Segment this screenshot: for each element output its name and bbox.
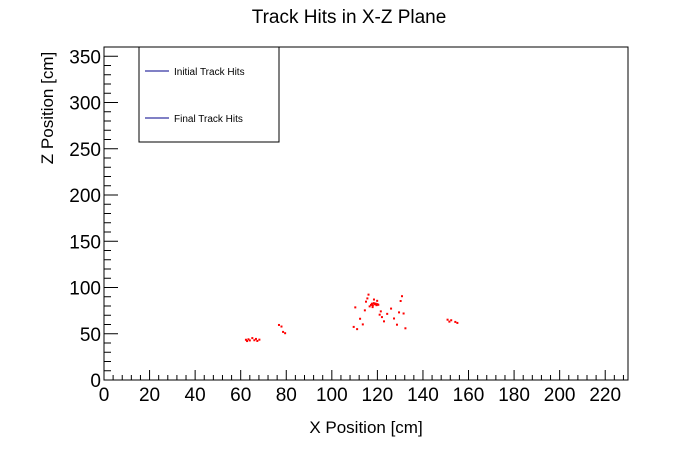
track-hit-point [382,320,385,323]
track-hit-point [446,318,449,321]
track-hit-point [352,325,355,328]
track-hit-point [371,304,374,307]
x-tick-label: 60 [230,385,251,406]
y-tick-label: 350 [69,47,101,68]
track-hit-point [448,320,451,323]
track-hit-point [361,323,364,326]
y-tick-label: 300 [69,94,101,115]
data-points [244,293,459,343]
axis-ticks [103,55,624,381]
x-tick-label: 120 [362,385,394,406]
track-hit-point [454,320,457,323]
track-hit-point [368,305,371,308]
x-axis-title: X Position [cm] [309,418,422,437]
track-hit-point [247,338,250,341]
track-hit-point [282,330,285,333]
track-hit-point [398,311,401,314]
track-hit-point [354,306,357,309]
track-hit-point [280,325,283,328]
track-hit-point [400,295,403,298]
track-hit-point [399,300,402,303]
track-hit-point [379,310,382,313]
track-hit-point [256,339,259,342]
x-tick-labels: 0 20 40 60 80 100 120 140 160 180 200 220 [99,385,621,406]
track-hit-point [404,327,407,330]
track-hit-point [246,340,249,343]
track-hit-point [356,328,359,331]
y-axis-title: Z Position [cm] [38,52,57,164]
legend-box [138,46,280,143]
track-hit-point [284,332,287,335]
track-hit-point [377,303,380,306]
track-hit-point [376,299,379,302]
track-hit-point [372,298,375,301]
y-tick-labels: 0 50 100 150 200 250 300 350 [69,47,101,392]
legend-label-final: Final Track Hits [174,114,243,125]
legend-label-initial: Initial Track Hits [174,67,245,78]
x-tick-label: 220 [589,385,621,406]
track-hit-point [378,313,381,316]
track-hit-point [244,338,247,341]
y-tick-label: 250 [69,140,101,161]
y-tick-label: 0 [90,371,101,392]
legend: Initial Track Hits Final Track Hits [138,46,280,143]
x-tick-label: 100 [316,385,348,406]
track-hit-point [395,323,398,326]
track-hit-point [253,339,256,342]
track-hit-point [251,337,254,340]
track-hit-point [393,317,396,320]
x-tick-label: 140 [407,385,439,406]
track-hit-point [248,339,251,342]
track-hit-point [456,321,459,324]
track-hit-point [363,309,366,312]
track-hit-point [374,302,377,305]
x-tick-label: 40 [185,385,206,406]
track-hit-point [258,338,261,341]
track-hit-point [370,302,373,305]
x-tick-label: 80 [276,385,297,406]
x-tick-label: 200 [544,385,576,406]
track-hit-point [277,323,280,326]
chart-title: Track Hits in X-Z Plane [252,7,447,28]
x-tick-label: 180 [498,385,530,406]
y-tick-label: 200 [69,186,101,207]
track-hit-point [372,302,375,305]
track-hit-point [359,317,362,320]
x-tick-label: 0 [99,385,110,406]
track-hit-point [370,303,373,306]
x-tick-label: 20 [139,385,160,406]
track-hit-point [402,312,405,315]
y-tick-label: 150 [69,232,101,253]
y-tick-label: 50 [80,325,101,346]
x-tick-label: 160 [453,385,485,406]
track-hit-point [371,306,374,309]
track-hit-point [367,293,370,296]
y-tick-label: 100 [69,279,101,300]
track-hit-point [375,304,378,307]
track-hit-point [380,316,383,319]
track-hit-point [254,337,257,340]
track-hit-point [386,312,389,315]
track-hit-point [366,297,369,300]
track-hit-point [365,300,367,303]
track-hit-point [450,319,453,322]
track-hit-point [390,307,393,310]
